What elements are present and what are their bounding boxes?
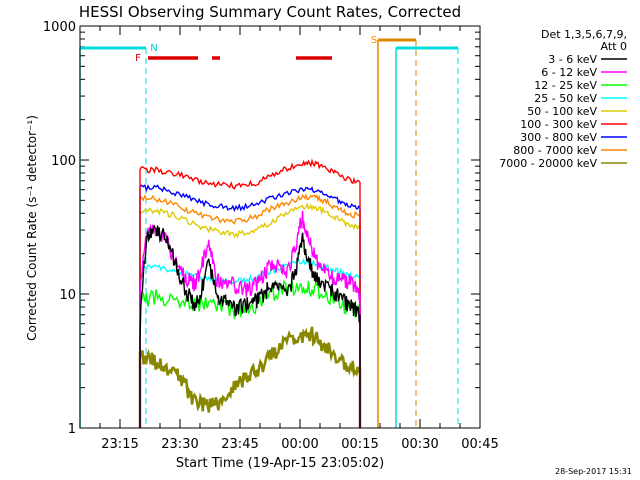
x-axis: 23:15 23:30 23:45 00:00 00:15 00:30 00:45 — [79, 26, 499, 452]
x-tick-label: 23:30 — [161, 437, 198, 452]
x-tick-label: 23:15 — [101, 437, 138, 452]
series-line-4 — [139, 202, 361, 428]
annotation-f: F — [135, 53, 141, 64]
legend-label: 300 - 800 keV — [520, 131, 597, 144]
series-layer — [138, 158, 362, 428]
x-tick-label: 00:30 — [401, 437, 438, 452]
series-line-5 — [139, 158, 361, 428]
x-tick-label: 00:00 — [281, 437, 318, 452]
y-tick-label: 100 — [51, 154, 76, 169]
series-line-8 — [138, 326, 362, 428]
chart-title: HESSI Observing Summary Count Rates, Cor… — [79, 3, 461, 21]
y-axis: 1 10 100 1000 — [43, 20, 480, 437]
series-line-6 — [139, 184, 361, 428]
legend-label: 100 - 300 keV — [520, 118, 597, 131]
series-line-1 — [139, 210, 361, 428]
legend-label: 50 - 100 keV — [527, 105, 597, 118]
legend-label: 12 - 25 keV — [534, 79, 597, 92]
legend-header-line-2: Att 0 — [601, 40, 627, 53]
legend-label: 800 - 7000 keV — [513, 144, 597, 157]
footer-date: 28-Sep-2017 15:31 — [555, 467, 632, 476]
legend-header-line-1: Det 1,3,5,6,7,9, — [541, 28, 627, 41]
annotation-n: N — [150, 43, 157, 54]
series-line-7 — [139, 193, 361, 428]
y-tick-label: 10 — [59, 288, 76, 303]
y-tick-label: 1000 — [43, 20, 76, 35]
legend-label: 7000 - 20000 keV — [499, 157, 597, 170]
x-tick-label: 23:45 — [221, 437, 258, 452]
plot-frame — [79, 25, 481, 429]
y-axis-label: Corrected Count Rate (s⁻¹ detector⁻¹) — [25, 115, 39, 341]
x-axis-label: Start Time (19-Apr-15 23:05:02) — [176, 456, 384, 471]
x-tick-label: 00:15 — [341, 437, 378, 452]
y-tick-label: 1 — [68, 422, 76, 437]
series-line-0 — [139, 224, 361, 428]
legend-label: 3 - 6 keV — [548, 53, 597, 66]
legend-label: 25 - 50 keV — [534, 92, 597, 105]
legend-label: 6 - 12 keV — [541, 66, 597, 79]
x-tick-label: 00:45 — [461, 437, 498, 452]
mode-indicators: FN S — [79, 35, 459, 428]
annotation-s: S — [371, 35, 377, 46]
